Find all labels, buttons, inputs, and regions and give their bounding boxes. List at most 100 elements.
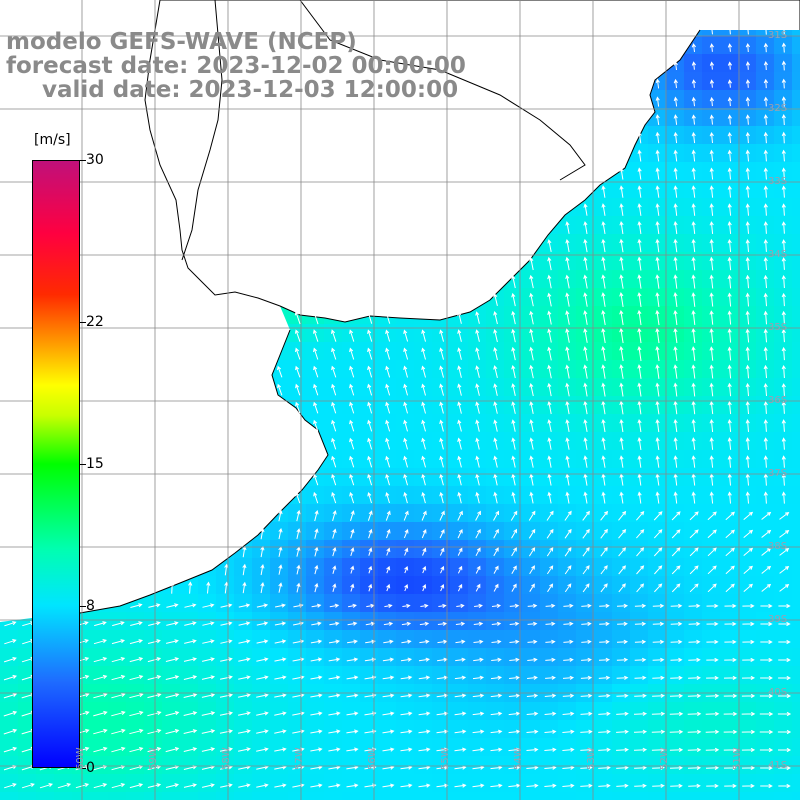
wind-arrow bbox=[745, 239, 750, 252]
wind-arrow bbox=[278, 527, 283, 540]
wind-arrow bbox=[778, 675, 791, 681]
wind-arrow bbox=[725, 529, 735, 539]
wind-arrow bbox=[256, 693, 269, 698]
wind-arrow bbox=[727, 274, 732, 289]
wind-arrow bbox=[422, 565, 427, 574]
wind-arrow bbox=[781, 42, 787, 53]
wind-arrow bbox=[616, 603, 629, 609]
wind-arrow bbox=[439, 329, 444, 342]
wind-arrow bbox=[328, 693, 341, 698]
wind-arrow bbox=[633, 747, 648, 752]
wind-arrow bbox=[583, 328, 588, 343]
wind-arrow bbox=[781, 257, 786, 270]
wind-arrow bbox=[439, 491, 444, 504]
wind-arrow bbox=[546, 510, 554, 521]
wind-arrow bbox=[473, 639, 484, 644]
wind-arrow bbox=[547, 239, 552, 252]
wind-arrow bbox=[634, 621, 647, 627]
wind-arrow bbox=[583, 346, 588, 361]
wind-arrow bbox=[508, 693, 521, 698]
wind-arrow bbox=[457, 365, 462, 378]
wind-arrow bbox=[763, 203, 768, 216]
wind-arrow bbox=[601, 437, 606, 450]
wind-arrow bbox=[260, 527, 265, 540]
wind-arrow bbox=[403, 529, 409, 539]
wind-arrow bbox=[350, 510, 355, 521]
wind-arrow bbox=[619, 203, 624, 216]
wind-arrow bbox=[348, 603, 357, 608]
wind-arrow bbox=[583, 274, 588, 289]
wind-arrow bbox=[546, 547, 554, 557]
wind-arrow bbox=[349, 365, 355, 378]
wind-arrow bbox=[183, 747, 198, 752]
wind-arrow bbox=[562, 711, 575, 716]
wind-arrow bbox=[709, 256, 714, 271]
wind-arrow bbox=[310, 783, 323, 788]
wind-arrow bbox=[673, 437, 678, 450]
longitude-label: 51W bbox=[732, 747, 743, 770]
wind-arrow bbox=[421, 473, 426, 486]
wind-arrow bbox=[618, 547, 627, 557]
wind-arrow bbox=[346, 783, 359, 788]
wind-arrow bbox=[781, 364, 786, 379]
wind-arrow bbox=[511, 383, 516, 397]
wind-arrow bbox=[763, 42, 769, 53]
wind-arrow bbox=[404, 547, 409, 556]
wind-arrow bbox=[706, 639, 719, 645]
wind-arrow bbox=[583, 419, 588, 432]
wind-arrow bbox=[438, 603, 447, 608]
wind-arrow bbox=[490, 747, 503, 752]
wind-arrow bbox=[673, 185, 678, 198]
wind-arrow bbox=[636, 511, 645, 521]
wind-arrow bbox=[511, 274, 516, 289]
wind-arrow bbox=[295, 383, 301, 396]
wind-arrow bbox=[368, 528, 373, 539]
wind-arrow bbox=[759, 693, 774, 699]
wind-arrow bbox=[619, 220, 624, 235]
wind-arrow bbox=[93, 657, 108, 663]
wind-arrow bbox=[454, 783, 467, 788]
wind-arrow bbox=[723, 711, 738, 717]
wind-arrow bbox=[57, 783, 72, 789]
wind-arrow bbox=[547, 328, 552, 343]
wind-arrow bbox=[727, 96, 733, 107]
wind-arrow bbox=[691, 382, 696, 397]
wind-arrow bbox=[778, 765, 791, 771]
wind-arrow bbox=[472, 693, 485, 698]
wind-arrow bbox=[475, 565, 481, 574]
wind-arrow bbox=[742, 657, 755, 663]
wind-arrow bbox=[673, 114, 678, 125]
wind-arrow bbox=[346, 693, 359, 698]
wind-arrow bbox=[148, 621, 161, 626]
wind-arrow bbox=[723, 675, 738, 681]
wind-arrow bbox=[111, 639, 126, 645]
longitude-label: 59W bbox=[148, 747, 159, 770]
wind-arrow bbox=[689, 511, 699, 521]
wind-arrow bbox=[547, 400, 552, 415]
wind-arrow bbox=[383, 621, 394, 626]
wind-arrow bbox=[382, 747, 395, 752]
wind-arrow bbox=[564, 546, 572, 557]
wind-arrow bbox=[490, 711, 503, 716]
wind-arrow bbox=[760, 675, 773, 681]
wind-arrow bbox=[400, 729, 413, 734]
wind-arrow bbox=[493, 547, 499, 557]
wind-arrow bbox=[741, 693, 756, 699]
wind-arrow bbox=[655, 185, 660, 198]
wind-arrow bbox=[781, 185, 786, 198]
wind-arrow bbox=[313, 401, 319, 414]
wind-arrow bbox=[129, 692, 144, 699]
wind-arrow bbox=[763, 167, 768, 180]
wind-arrow bbox=[688, 603, 701, 609]
wind-arrow bbox=[581, 621, 592, 627]
wind-arrow bbox=[563, 639, 574, 644]
wind-arrow bbox=[493, 293, 498, 307]
wind-arrow bbox=[706, 675, 719, 681]
wind-arrow bbox=[724, 783, 737, 789]
wind-arrow bbox=[544, 729, 557, 734]
wind-arrow bbox=[331, 401, 337, 414]
wind-arrow bbox=[562, 747, 575, 752]
wind-arrow bbox=[781, 96, 787, 107]
wind-arrow bbox=[201, 711, 216, 716]
wind-arrow bbox=[475, 347, 480, 360]
